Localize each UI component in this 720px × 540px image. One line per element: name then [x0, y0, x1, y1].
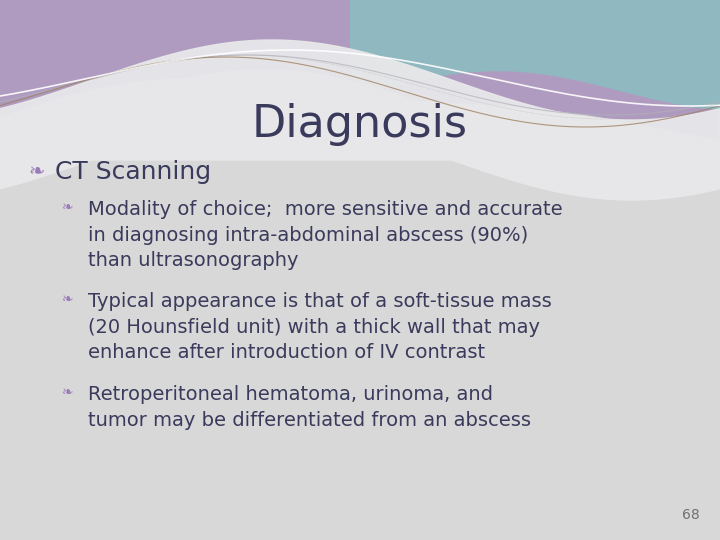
Text: 68: 68: [683, 508, 700, 522]
Text: Modality of choice;  more sensitive and accurate
in diagnosing intra-abdominal a: Modality of choice; more sensitive and a…: [88, 200, 562, 271]
Text: ❧: ❧: [62, 200, 73, 214]
Text: ❧: ❧: [62, 292, 73, 306]
Text: ❧: ❧: [28, 163, 45, 181]
Text: Diagnosis: Diagnosis: [252, 104, 468, 146]
Text: Typical appearance is that of a soft-tissue mass
(20 Hounsfield unit) with a thi: Typical appearance is that of a soft-tis…: [88, 292, 552, 362]
Text: Retroperitoneal hematoma, urinoma, and
tumor may be differentiated from an absce: Retroperitoneal hematoma, urinoma, and t…: [88, 385, 531, 430]
Text: ❧: ❧: [62, 385, 73, 399]
Text: CT Scanning: CT Scanning: [55, 160, 211, 184]
